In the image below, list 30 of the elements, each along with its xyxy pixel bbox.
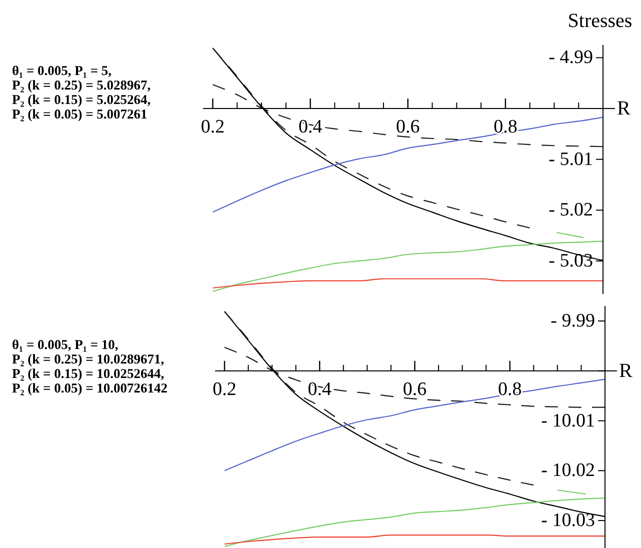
text: P₂ (k = 0.15) = 10.0252644, (12, 366, 164, 381)
text: P₂ (k = 0.05) = 10.00726142 (12, 380, 168, 396)
line-series (224, 534, 606, 545)
x-tick-label: 0.4 (298, 116, 323, 138)
line-series (224, 498, 606, 548)
x-tick-label: 0.2 (212, 378, 236, 400)
y-tick-label: - 10.03 (541, 510, 595, 532)
line-series (212, 240, 604, 292)
line-series (212, 278, 604, 288)
x-tick-label: 0.8 (494, 116, 518, 138)
x-axis-title: R (617, 98, 631, 120)
y-tick-label: - 10.02 (541, 460, 595, 482)
y-tick-label: - 9.99 (550, 310, 595, 332)
y-tick-label: - 5.03 (548, 250, 593, 272)
text: P₂ (k = 0.05) = 5.007261 (12, 106, 148, 122)
text: P₂ (k = 0.25) = 10.0289671, (12, 352, 164, 366)
y-tick-label: - 4.99 (548, 47, 593, 68)
y-axis-title: Stresses (568, 10, 632, 32)
x-tick-label: 0.6 (396, 116, 420, 138)
x-axis-title: R (619, 360, 633, 382)
x-tick-label: 0.4 (308, 378, 332, 400)
x-tick-label: 0.6 (402, 378, 427, 400)
text: θ₁ = 0.005, P₁ = 5, (12, 63, 112, 78)
y-tick-label: - 10.01 (541, 410, 595, 432)
y-tick-label: - 5.02 (548, 200, 593, 221)
text: θ₁ = 0.005, P₁ = 10, (12, 337, 118, 352)
y-tick-label: - 5.01 (548, 148, 593, 170)
x-tick-label: 0.2 (200, 116, 225, 138)
text: P₂ (k = 0.25) = 5.028967, (12, 78, 151, 92)
text: P₂ (k = 0.15) = 5.025264, (12, 92, 151, 107)
